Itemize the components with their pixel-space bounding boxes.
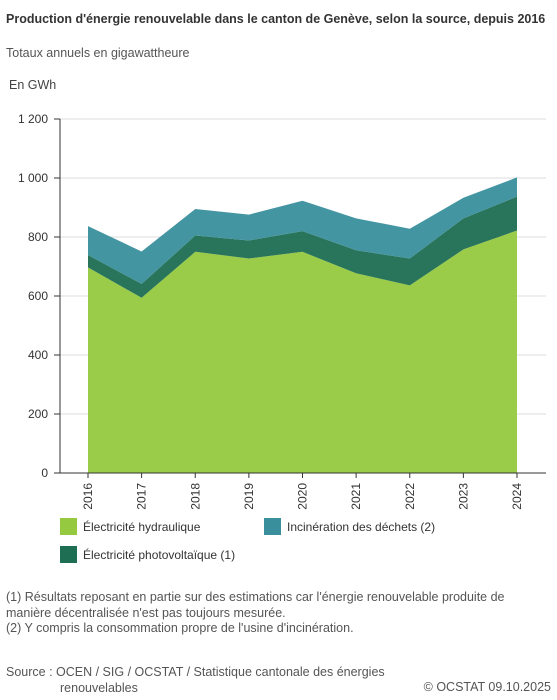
legend-item-incineration[interactable]: Incinération des déchets (2) [264, 518, 435, 535]
source-line-1: Source : OCEN / SIG / OCSTAT / Statistiq… [6, 665, 385, 679]
legend-label-hydraulique: Électricité hydraulique [83, 519, 201, 534]
area-electricite-photovoltaique-1 [88, 196, 517, 298]
source-note: Source : OCEN / SIG / OCSTAT / Statistiq… [6, 665, 406, 696]
x-tick-label: 2023 [456, 483, 470, 510]
legend-swatch-photovoltaique [60, 546, 77, 563]
y-tick-label: 600 [28, 289, 48, 303]
y-tick-label: 1 200 [18, 112, 48, 126]
x-tick-label: 2020 [296, 483, 310, 510]
y-tick-label: 200 [28, 407, 48, 421]
legend-label-incineration: Incinération des déchets (2) [287, 519, 436, 534]
y-axis-ticks: 0 200 400 600 800 1 000 1 200 [18, 112, 60, 480]
x-axis-ticks: 2016 2017 2018 2019 2020 2021 2022 2023 2024 [81, 473, 524, 510]
legend-label-photovoltaique: Électricité photovoltaïque (1) [83, 547, 236, 562]
footnote-2: (2) Y compris la consommation propre de … [6, 621, 354, 635]
area-electricite-hydraulique [88, 230, 517, 473]
y-tick-label: 0 [41, 466, 48, 480]
copyright: © OCSTAT 09.10.2025 [423, 680, 551, 694]
legend-item-photovoltaique[interactable]: Électricité photovoltaïque (1) [60, 546, 235, 563]
legend-swatch-incineration [264, 518, 281, 535]
legend-swatch-hydraulique [60, 518, 77, 535]
x-tick-label: 2017 [135, 483, 149, 510]
unit-label: En GWh [9, 78, 57, 92]
source-line-2: renouvelables [60, 680, 138, 695]
area-incineration-des-dechets-2 [88, 177, 517, 284]
x-tick-label: 2018 [188, 483, 202, 510]
footnote-1: (1) Résultats reposant en partie sur des… [6, 590, 505, 620]
y-tick-label: 400 [28, 348, 48, 362]
chart-title: Production d'énergie renouvelable dans l… [6, 12, 546, 26]
x-tick-label: 2024 [510, 483, 524, 510]
area-chart: 0 200 400 600 800 1 000 1 200 2016 2017 2018 2019… [18, 112, 546, 510]
x-tick-label: 2019 [242, 483, 256, 510]
chart-legend: Électricité hydraulique Incinération des… [0, 512, 557, 572]
area-series [88, 177, 517, 473]
footnotes: (1) Résultats reposant en partie sur des… [6, 590, 546, 637]
x-tick-label: 2021 [349, 483, 363, 510]
legend-item-hydraulique[interactable]: Électricité hydraulique [60, 518, 200, 535]
x-tick-label: 2016 [81, 483, 95, 510]
chart-subtitle: Totaux annuels en gigawattheure [6, 46, 190, 60]
y-tick-label: 1 000 [18, 171, 48, 185]
y-tick-label: 800 [28, 230, 48, 244]
x-tick-label: 2022 [403, 483, 417, 510]
